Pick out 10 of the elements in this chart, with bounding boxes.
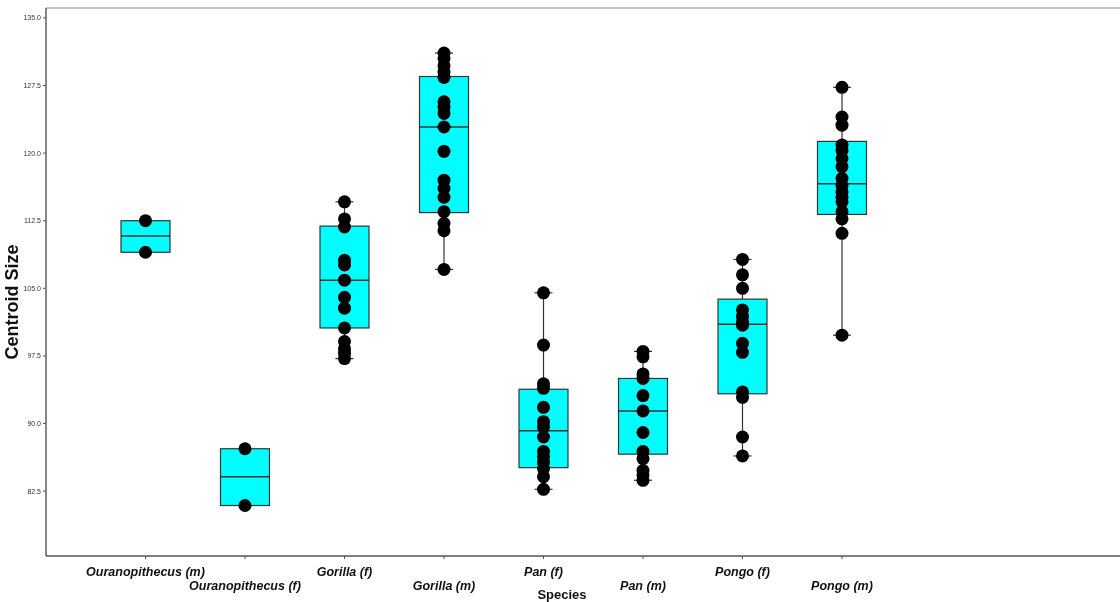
x-tick-label: Pongo (m) [811,579,873,593]
x-tick-label: Ouranopithecus (m) [86,565,205,579]
x-tick-label: Pan (f) [524,565,563,579]
y-axis-title: Centroid Size [2,244,22,360]
x-tick-label: Pan (m) [620,579,666,593]
x-tick-label: Pongo (f) [715,565,770,579]
x-tick-label: Gorilla (m) [412,579,476,593]
x-axis-title: Species [537,587,587,602]
x-tick-label: Ouranopithecus (f) [189,579,301,593]
x-tick-label: Gorilla (f) [316,565,373,579]
